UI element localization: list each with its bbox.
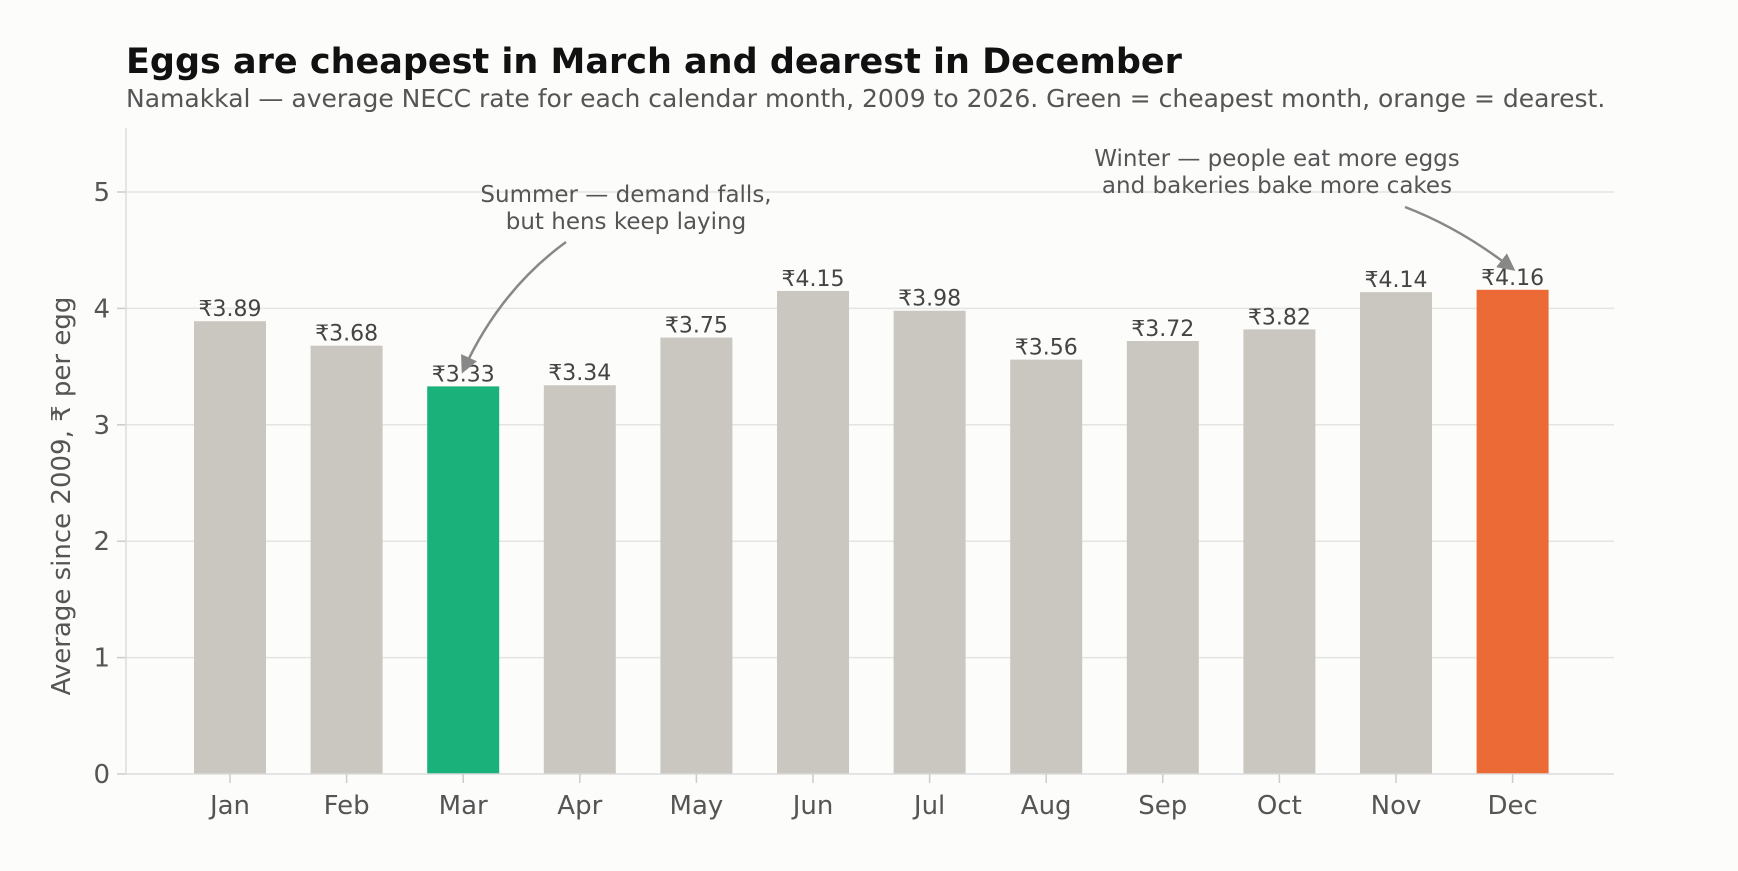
axes-layer: 0 1 2 3 4 5 Jan Feb Mar Apr May Jun Jul Aug Sep Oct Nov D… <box>93 128 1614 821</box>
x-tick-label: Nov <box>1371 791 1422 821</box>
annotation-layer: Summer — demand falls,but hens keep layi… <box>461 146 1516 374</box>
value-label: ₹3.33 <box>432 362 495 387</box>
x-tick-label: Jun <box>791 791 834 821</box>
x-tick-label: Aug <box>1021 791 1072 821</box>
bar-dec <box>1476 289 1549 774</box>
x-tick-label: Sep <box>1138 791 1187 821</box>
value-label: ₹3.56 <box>1015 336 1078 361</box>
value-label: ₹3.89 <box>199 297 262 322</box>
y-tick-label: 5 <box>93 178 110 208</box>
x-tick-label: Oct <box>1257 791 1302 821</box>
bar-may <box>660 337 733 774</box>
y-tick-label: 1 <box>93 644 110 674</box>
annotation-text: and bakeries bake more cakes <box>1102 173 1452 199</box>
bar-jun <box>777 290 849 774</box>
value-label: ₹3.72 <box>1131 317 1194 342</box>
value-label: ₹4.16 <box>1481 266 1544 291</box>
value-label: ₹4.15 <box>782 267 845 292</box>
annotation-text: but hens keep laying <box>506 209 746 235</box>
bar-mar <box>427 386 500 774</box>
annotation-text: Winter — people eat more eggs <box>1094 146 1460 172</box>
value-label: ₹3.98 <box>898 287 961 312</box>
x-tick-label: Apr <box>557 791 602 821</box>
chart-title: Eggs are cheapest in March and dearest i… <box>126 42 1182 82</box>
bars-layer <box>194 289 1549 774</box>
y-tick-label: 2 <box>93 527 110 557</box>
x-tick-label: Feb <box>324 791 370 821</box>
x-tick-label: Jan <box>208 791 250 821</box>
bar-apr <box>543 385 616 774</box>
x-tick-label: Jul <box>912 791 945 821</box>
y-tick-label: 3 <box>93 411 110 441</box>
value-label: ₹3.34 <box>548 361 611 386</box>
annotation-text: Summer — demand falls, <box>480 182 771 208</box>
annotation-arrow <box>1404 205 1516 271</box>
annotation-arrow <box>461 240 567 374</box>
y-axis-label: Average since 2009, ₹ per egg <box>47 297 77 696</box>
y-tick-label: 0 <box>93 760 110 790</box>
y-tick-label: 4 <box>93 294 110 324</box>
bar-nov <box>1360 292 1432 774</box>
bar-aug <box>1010 359 1083 774</box>
bar-oct <box>1243 329 1316 774</box>
bar-feb <box>310 345 383 774</box>
value-label: ₹3.75 <box>665 314 728 339</box>
bar-jan <box>194 321 266 774</box>
x-tick-label: Mar <box>439 791 488 821</box>
bar-sep <box>1126 341 1199 774</box>
bar-jul <box>893 310 966 774</box>
value-label: ₹4.14 <box>1365 268 1428 293</box>
value-label: ₹3.68 <box>315 322 378 347</box>
x-tick-label: May <box>670 791 724 821</box>
value-label: ₹3.82 <box>1248 305 1311 330</box>
x-tick-label: Dec <box>1487 791 1537 821</box>
labels-layer: ₹3.89 ₹3.68 ₹3.33 ₹3.34 ₹3.75 ₹4.15 ₹3.98 ₹3.56… <box>199 266 1545 388</box>
chart-subtitle: Namakkal — average NECC rate for each ca… <box>126 84 1606 113</box>
